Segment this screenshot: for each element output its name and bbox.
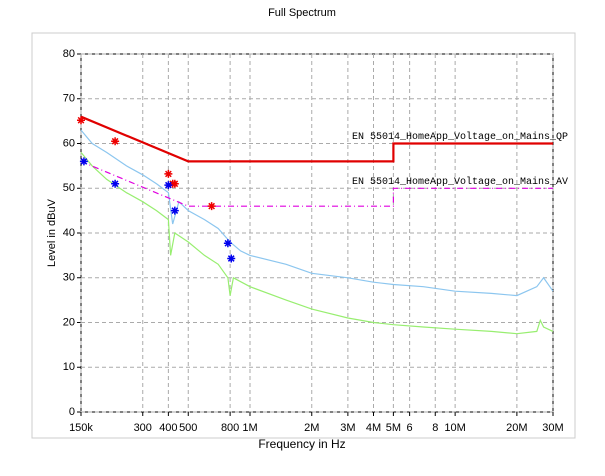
x-tick-label: 800 [221,422,239,434]
x-tick-label: 3M [340,422,355,434]
x-tick-label: 20M [506,422,527,434]
y-tick-label: 0 [69,406,75,418]
frame [31,32,576,439]
spectrum-trace [80,129,554,297]
x-tick-label: 30M [542,422,563,434]
x-tick-label: 150k [69,422,93,434]
limit-label: EN 55014_HomeApp_Voltage_on_Mains_QP [352,131,568,143]
x-tick-label: 400 [159,422,177,434]
x-tick-label: 4M [366,422,381,434]
spectrum-trace [80,152,554,335]
marker [77,116,85,125]
marker [207,202,216,211]
limit-line [80,115,553,163]
y-tick-label: 80 [63,48,75,60]
x-tick-label: 1M [242,422,257,434]
marker [79,157,88,166]
marker [227,254,236,263]
marker [223,239,232,248]
y-tick-label: 40 [63,227,75,239]
y-tick-label: 70 [63,93,75,105]
y-tick-label: 30 [63,272,75,284]
chart-title: Full Spectrum [268,7,336,19]
limit-label: EN 55014_HomeApp_Voltage_on_Mains_AV [352,176,568,188]
y-axis-label: Level in dBuV [46,198,58,267]
x-tick-label: 5M [386,422,401,434]
x-tick-label: 8 [432,422,438,434]
x-tick-label: 300 [134,422,152,434]
marker [164,181,173,190]
y-tick-label: 50 [63,182,75,194]
x-tick-label: 10M [444,422,465,434]
marker [170,179,179,188]
marker [164,169,173,178]
x-axis-label: Frequency in Hz [258,437,345,451]
marker [111,179,120,188]
limit-line [80,160,553,207]
x-tick-label: 2M [304,422,319,434]
x-tick-label: 500 [179,422,197,434]
y-tick-label: 20 [63,316,75,328]
marker [170,206,179,215]
x-tick-label: 6 [407,422,413,434]
y-tick-label: 60 [63,137,75,149]
marker [111,137,120,146]
y-tick-label: 10 [63,361,75,373]
